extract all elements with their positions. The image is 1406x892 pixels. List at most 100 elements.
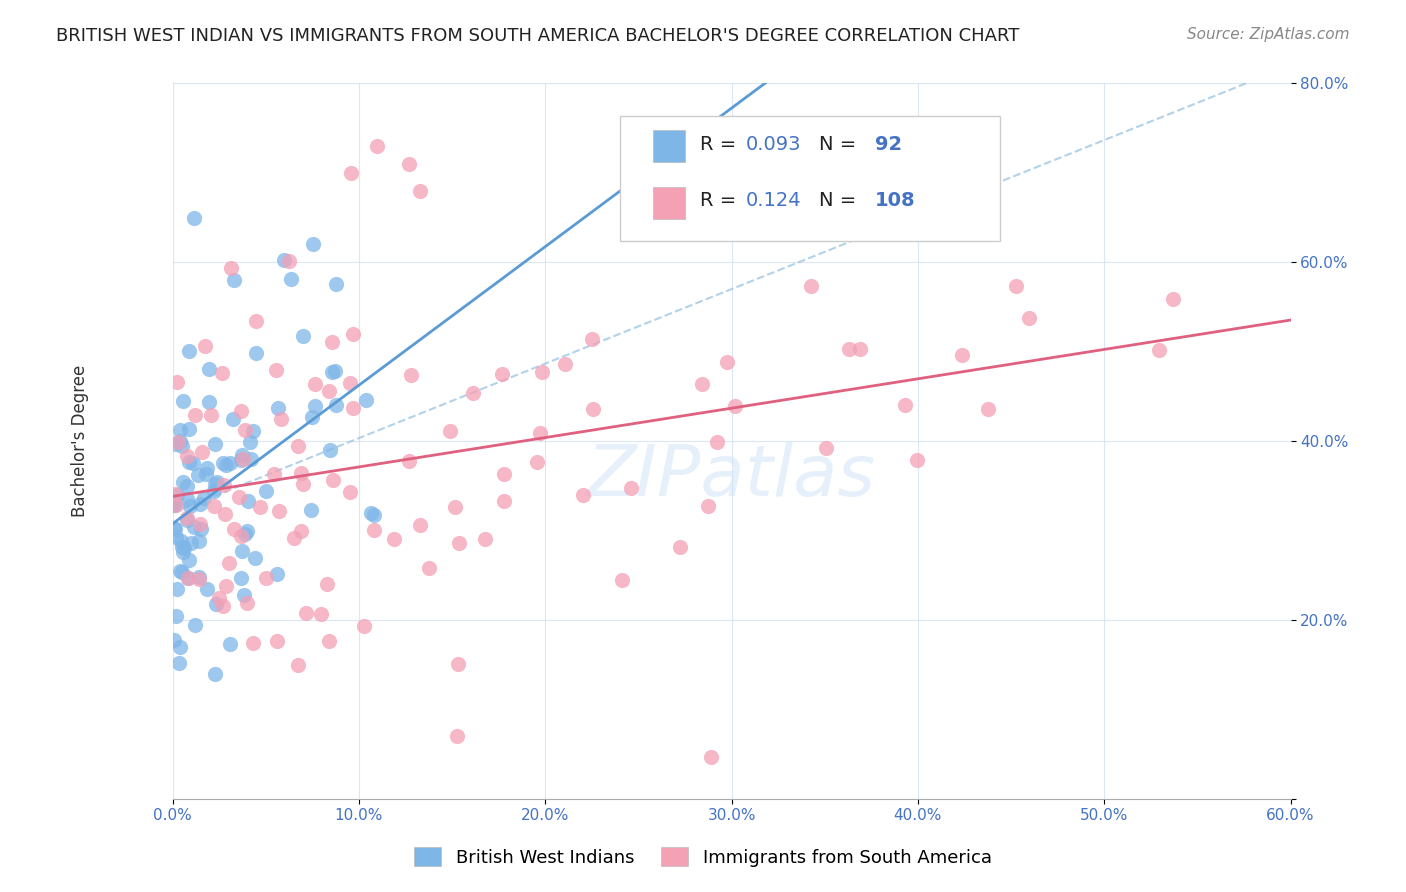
Point bbox=[249, 500, 271, 514]
Point bbox=[222, 522, 245, 536]
Point bbox=[530, 365, 553, 379]
Point bbox=[254, 483, 277, 498]
Point bbox=[366, 139, 388, 153]
Point bbox=[474, 532, 496, 546]
Point bbox=[1018, 310, 1040, 325]
Point bbox=[492, 494, 515, 508]
Point bbox=[655, 181, 678, 195]
Point bbox=[571, 488, 593, 502]
Point bbox=[207, 591, 229, 605]
Point bbox=[894, 398, 917, 412]
Text: N =: N = bbox=[818, 135, 862, 153]
Point bbox=[398, 454, 420, 468]
Point bbox=[214, 579, 236, 593]
Point bbox=[242, 424, 264, 438]
Point bbox=[301, 410, 323, 425]
Point bbox=[269, 504, 291, 518]
Point bbox=[299, 503, 322, 517]
Point bbox=[170, 540, 193, 554]
Point bbox=[724, 400, 747, 414]
Point bbox=[176, 491, 198, 506]
Point bbox=[254, 571, 277, 585]
Point bbox=[167, 434, 190, 449]
Point bbox=[163, 495, 186, 509]
Point bbox=[165, 437, 187, 451]
Point bbox=[290, 466, 312, 480]
Point bbox=[231, 448, 253, 462]
Point bbox=[266, 363, 288, 377]
Text: 0.093: 0.093 bbox=[747, 135, 801, 153]
Point bbox=[309, 607, 332, 621]
Point bbox=[398, 157, 420, 171]
Point bbox=[179, 344, 201, 359]
Y-axis label: Bachelor's Degree: Bachelor's Degree bbox=[72, 365, 89, 517]
Point bbox=[176, 479, 198, 493]
Point bbox=[193, 491, 215, 506]
Point bbox=[218, 556, 240, 570]
Text: Source: ZipAtlas.com: Source: ZipAtlas.com bbox=[1187, 27, 1350, 42]
Point bbox=[408, 184, 430, 198]
Point bbox=[529, 425, 551, 440]
Point bbox=[163, 522, 186, 536]
Point bbox=[169, 564, 191, 578]
Point bbox=[838, 342, 860, 356]
Point bbox=[526, 455, 548, 469]
Point bbox=[232, 452, 254, 467]
Point bbox=[163, 632, 186, 647]
Point bbox=[233, 588, 256, 602]
Point bbox=[242, 636, 264, 650]
Point bbox=[222, 412, 245, 426]
Point bbox=[612, 574, 634, 588]
Point bbox=[339, 166, 361, 180]
Point bbox=[267, 401, 290, 416]
Point bbox=[494, 467, 516, 481]
Point bbox=[354, 392, 377, 407]
Point bbox=[273, 253, 295, 268]
Point bbox=[214, 477, 236, 491]
Point bbox=[304, 377, 326, 392]
Point bbox=[179, 422, 201, 436]
Point bbox=[245, 314, 267, 328]
Point bbox=[316, 577, 339, 591]
Point bbox=[236, 596, 259, 610]
Point bbox=[294, 606, 316, 620]
Point bbox=[301, 237, 323, 252]
Point bbox=[905, 452, 928, 467]
Point bbox=[166, 375, 188, 389]
Point bbox=[170, 533, 193, 548]
Point bbox=[231, 528, 253, 542]
Point bbox=[240, 452, 263, 467]
Point bbox=[177, 553, 200, 567]
Point bbox=[409, 518, 432, 533]
Point bbox=[849, 342, 872, 356]
Point bbox=[172, 439, 194, 453]
Point bbox=[177, 571, 200, 585]
Point bbox=[339, 376, 361, 391]
Point bbox=[342, 401, 364, 416]
Point bbox=[233, 424, 256, 438]
Text: R =: R = bbox=[700, 135, 742, 153]
Point bbox=[202, 483, 225, 498]
Point bbox=[696, 499, 718, 513]
Point bbox=[177, 571, 200, 585]
Point bbox=[173, 541, 195, 555]
FancyBboxPatch shape bbox=[620, 116, 1000, 241]
Point bbox=[170, 565, 193, 579]
FancyBboxPatch shape bbox=[654, 130, 685, 162]
Point bbox=[194, 339, 217, 353]
Point bbox=[280, 271, 302, 285]
Point bbox=[233, 527, 256, 541]
Point bbox=[292, 329, 315, 343]
Point bbox=[187, 572, 209, 586]
Point bbox=[363, 523, 385, 537]
Point bbox=[325, 398, 347, 412]
Point bbox=[304, 399, 326, 413]
Point bbox=[382, 532, 405, 546]
Point bbox=[187, 534, 209, 549]
Point bbox=[800, 279, 823, 293]
Legend: British West Indians, Immigrants from South America: British West Indians, Immigrants from So… bbox=[406, 840, 1000, 874]
Point bbox=[950, 348, 973, 362]
Point bbox=[172, 394, 194, 409]
Point bbox=[290, 524, 312, 538]
Point bbox=[177, 455, 200, 469]
